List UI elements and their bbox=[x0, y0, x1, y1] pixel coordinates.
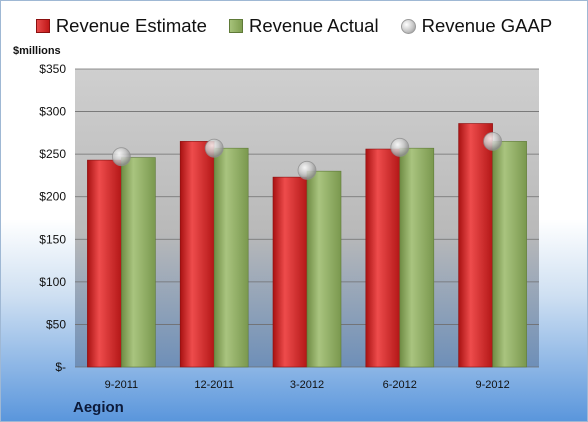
bar-revenue-actual bbox=[121, 157, 156, 368]
legend-item-estimate: Revenue Estimate bbox=[35, 15, 207, 37]
y-tick-label: $350 bbox=[39, 62, 66, 76]
y-tick-label: $250 bbox=[39, 147, 66, 161]
y-axis-ticks: $- $50 $100 $150 $200 $250 $300 $350 bbox=[39, 62, 66, 374]
gaap-marker bbox=[112, 147, 131, 167]
y-tick-label: $- bbox=[55, 360, 66, 374]
x-axis-ticks: 9-2011 12-2011 3-2012 6-2012 9-2012 bbox=[105, 379, 510, 391]
bar-revenue-estimate bbox=[272, 176, 308, 368]
bar-revenue-actual bbox=[492, 141, 527, 368]
bars bbox=[87, 123, 527, 368]
legend-item-actual: Revenue Actual bbox=[228, 15, 379, 37]
bar-revenue-estimate bbox=[458, 123, 493, 368]
bar-revenue-estimate bbox=[179, 141, 215, 368]
y-tick-label: $150 bbox=[39, 232, 66, 246]
bar-revenue-estimate bbox=[87, 159, 122, 368]
legend-swatch-gaap bbox=[400, 18, 416, 34]
gaap-marker bbox=[483, 131, 503, 151]
legend-swatch-actual bbox=[228, 19, 243, 33]
legend-label-gaap: Revenue GAAP bbox=[421, 15, 553, 36]
y-axis-unit-label: $millions bbox=[13, 45, 61, 57]
y-tick-label: $100 bbox=[39, 275, 66, 289]
gaap-marker bbox=[390, 137, 410, 157]
company-name: Aegion bbox=[73, 399, 124, 416]
legend-label-actual: Revenue Actual bbox=[248, 15, 379, 36]
y-tick-label: $200 bbox=[39, 190, 66, 204]
legend: Revenue Estimate Revenue Actual Revenue … bbox=[1, 15, 587, 37]
x-tick-label: 6-2012 bbox=[383, 379, 417, 391]
gaap-marker bbox=[297, 160, 317, 180]
y-tick-label: $300 bbox=[39, 105, 66, 119]
bar-revenue-actual bbox=[306, 170, 342, 368]
legend-swatch-estimate bbox=[35, 19, 50, 33]
x-tick-label: 12-2011 bbox=[194, 379, 234, 391]
x-tick-label: 9-2011 bbox=[105, 379, 138, 391]
bar-revenue-actual bbox=[399, 147, 435, 368]
bar-revenue-actual bbox=[213, 147, 249, 368]
y-tick-label: $50 bbox=[46, 317, 66, 331]
gaap-markers bbox=[112, 131, 503, 180]
x-tick-label: 9-2012 bbox=[475, 379, 509, 391]
legend-item-gaap: Revenue GAAP bbox=[400, 15, 553, 37]
x-tick-label: 3-2012 bbox=[290, 379, 324, 391]
bar-revenue-estimate bbox=[365, 148, 401, 368]
legend-label-estimate: Revenue Estimate bbox=[55, 15, 207, 36]
gaap-marker bbox=[204, 138, 224, 158]
